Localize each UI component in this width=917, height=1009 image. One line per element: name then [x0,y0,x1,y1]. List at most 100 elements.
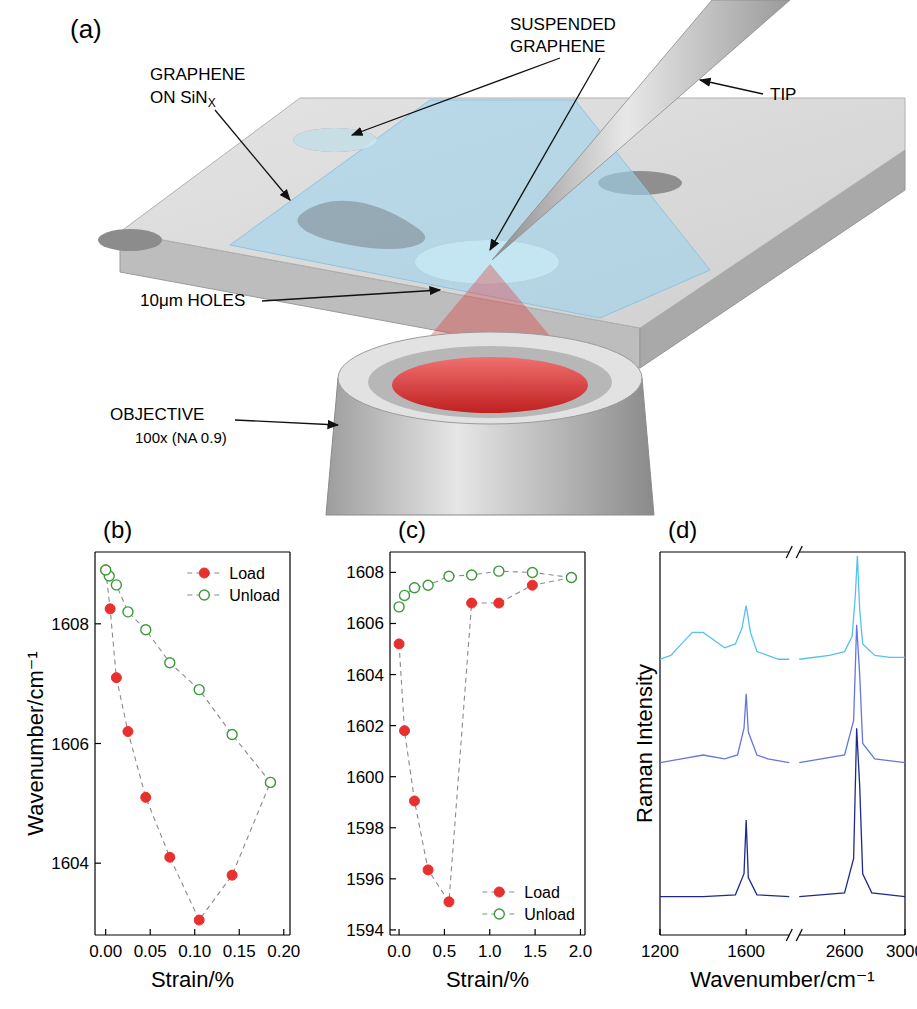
axis-line [95,934,290,935]
frame [289,552,290,935]
frame [904,552,905,935]
y-tick [390,929,396,930]
x-tick [444,929,445,935]
label: ON SiNX [150,88,216,110]
frame [584,552,585,935]
data-point [165,852,175,862]
y-tick [390,623,396,624]
figure: (a)GRAPHENEON SiNXSUSPENDEDGRAPHENETIP10… [0,0,917,1009]
y-tick-label: 1606 [51,735,89,754]
data-point [123,607,133,617]
y-tick [390,878,396,879]
data-point [494,598,504,608]
y-tick [390,776,396,777]
legend-label: Unload [524,906,575,923]
data-point [527,580,537,590]
arrow [700,80,763,94]
y-tick-label: 1594 [346,921,384,940]
y-tick [390,572,396,573]
data-point [527,567,537,577]
x-tick-label: 1200 [641,942,679,961]
x-axis-title: Strain/% [151,967,234,992]
label: OBJECTIVE [110,405,204,424]
data-point [467,570,477,580]
arrow [235,420,338,425]
objective-lens [392,357,588,413]
schematic: (a)GRAPHENEON SiNXSUSPENDEDGRAPHENETIP10… [70,0,905,515]
data-point [423,580,433,590]
x-tick [194,929,195,935]
x-axis-title: Strain/% [446,967,529,992]
axis-line [389,552,390,935]
series-line [399,578,571,902]
x-tick-label: 3000 [886,942,917,961]
axis-break [786,929,792,941]
frame [95,551,290,552]
plot-area [101,565,276,925]
x-tick [489,929,490,935]
legend-label: Load [524,884,560,901]
arrow [215,110,290,200]
data-point [400,590,410,600]
panel: 0.000.050.100.150.20160416061608(b)Strai… [23,516,300,992]
x-tick [239,929,240,935]
y-tick [390,674,396,675]
y-tick-label: 1608 [346,563,384,582]
x-tick [398,929,399,935]
x-tick-label: 1600 [727,942,765,961]
data-point [105,604,115,614]
data-point [227,870,237,880]
x-tick [150,929,151,935]
series-line [799,556,905,659]
data-point [409,583,419,593]
x-tick-label: 0.00 [89,942,122,961]
data-point [141,625,151,635]
axis-break [796,546,802,558]
frame [390,551,585,552]
tip-shadow [297,201,425,249]
data-point [101,565,111,575]
label: 10μm HOLES [140,291,245,310]
data-point [467,598,477,608]
data-point [265,777,275,787]
legend-label: Load [229,565,265,582]
y-tick-label: 1602 [346,717,384,736]
y-tick-label: 1606 [346,614,384,633]
data-point [400,726,410,736]
plot-area [660,556,905,897]
y-tick [95,623,101,624]
frame [660,551,789,552]
series-line [106,570,271,920]
y-axis-title: Raman Intensity [632,664,657,823]
series-line [799,625,905,763]
label: TIP [770,85,796,104]
panel: 1200 1600 2600 3000 (d) Wavenumber/cm⁻¹ Raman … [632,516,917,992]
panel-label: (d) [668,516,697,543]
x-tick-label: 0.10 [178,942,211,961]
x-tick-label: 2600 [826,942,864,961]
legend: Load Unload [187,565,280,604]
data-point [101,565,111,575]
x-axis-title: Wavenumber/cm⁻¹ [690,967,874,992]
series-line [799,728,905,897]
axis-line [799,934,905,935]
data-point [423,865,433,875]
y-tick-label: 1608 [51,615,89,634]
data-point [394,602,404,612]
x-tick [844,929,845,935]
x-tick [659,929,660,935]
legend-marker [494,909,504,919]
x-tick-label: 1.0 [478,942,502,961]
y-tick [390,827,396,828]
panel: 0.00.51.01.52.01594159615981600160216041… [346,516,592,992]
data-point [111,580,121,590]
label: 100x (NA 0.9) [135,429,227,446]
data-point [566,573,576,583]
legend-label: Unload [229,587,280,604]
legend: Load Unload [482,884,575,923]
data-point [265,777,275,787]
legend-marker [199,590,209,600]
x-tick [283,929,284,935]
axis-break [796,929,802,941]
data-point [111,673,121,683]
